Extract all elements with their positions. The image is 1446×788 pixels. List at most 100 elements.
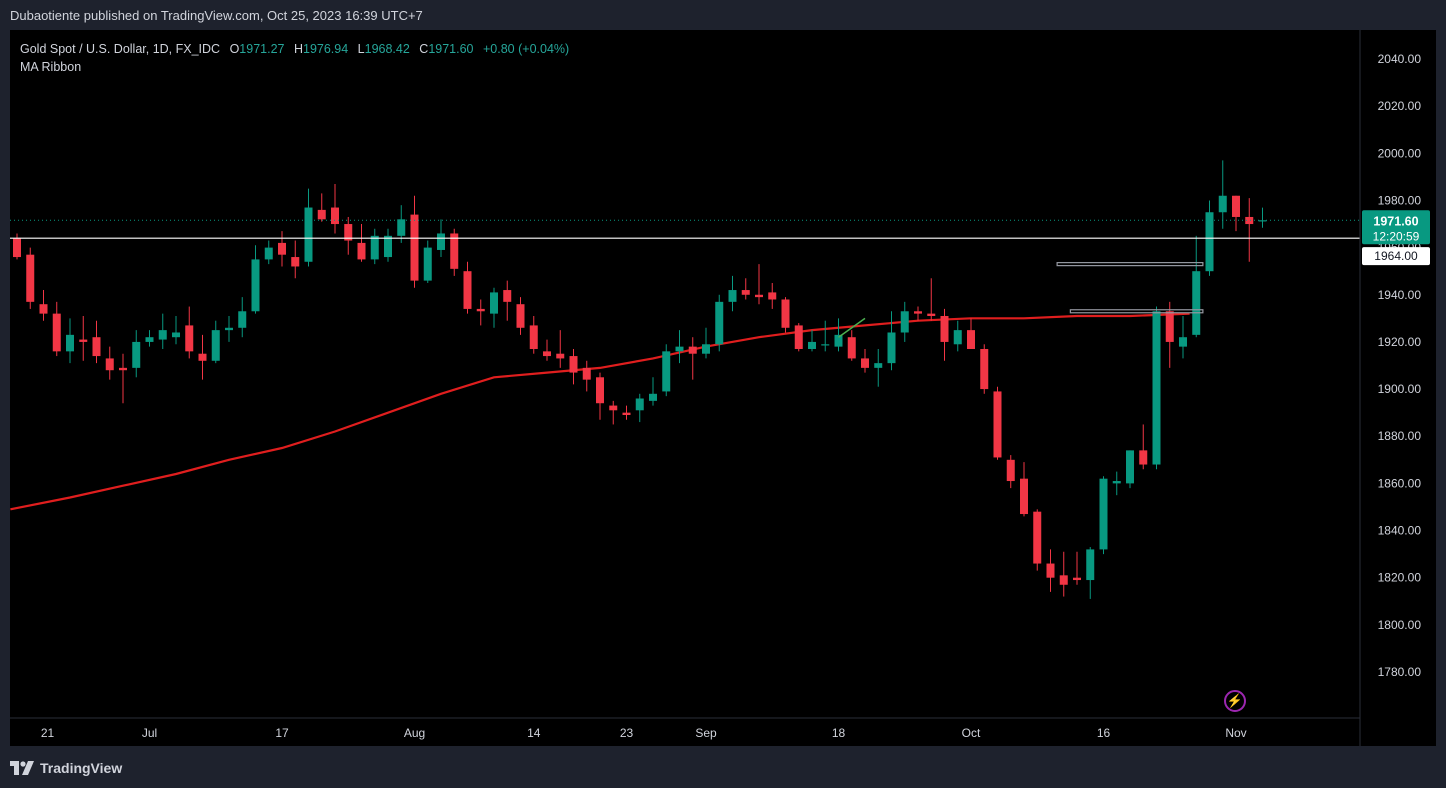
candle-body [953,330,962,345]
candle-body [622,412,631,416]
candle-body [980,348,989,390]
candle-body [1192,271,1201,335]
candle-body [172,332,180,338]
candle-body [675,346,684,352]
candle-body [238,311,247,328]
x-tick-label: 17 [275,726,289,740]
candle-body [569,356,578,373]
candle-body [344,224,353,241]
candle-body [900,311,909,333]
candle-body [132,341,141,368]
price-badge-countdown: 12:20:59 [1373,229,1420,243]
candle-body [702,344,710,354]
chart-panel[interactable]: 1780.00 1800.00 1820.00 1840.00 1860.00 1880.… [10,30,1436,746]
candle-body [1099,478,1108,550]
candle-body [1245,216,1254,225]
indicator-label[interactable]: MA Ribbon [20,60,82,74]
level-badge [1362,247,1430,266]
candle-body [1020,478,1028,515]
brand-name: TradingView [40,760,123,776]
y-tick-label: 1920.00 [1378,335,1422,349]
candle-body [728,290,737,302]
candle-body [39,304,48,314]
candle-body [490,292,498,314]
candle-body [1059,575,1068,585]
candle-body [834,334,843,347]
x-tick-label: Jul [142,726,157,740]
x-tick-label: 16 [1097,726,1111,740]
candle-body [13,238,21,258]
candle-body [1232,195,1240,217]
candle-body [1165,311,1174,342]
candle-body [662,351,671,392]
close-label: C [419,42,429,56]
candle-body [119,367,127,371]
candle-body [596,377,604,404]
publisher-caption: Dubaotiente published on TradingView.com… [10,8,423,23]
open-value: 1971.27 [239,42,285,56]
candle-body [26,254,35,302]
x-tick-label: 21 [41,726,55,740]
footer-brand[interactable]: TradingView [10,760,122,776]
candle-body [503,290,512,302]
candle-body [463,271,472,309]
candle-body [847,337,856,359]
candle-body [1046,563,1055,578]
candle-body [225,327,233,331]
candle-body [317,209,326,220]
candle-body [52,313,61,352]
zone-box [1069,309,1204,314]
candle-body [198,353,207,361]
x-tick-label: Sep [695,726,717,740]
candle-body [1073,577,1081,581]
candle-body [556,353,565,359]
y-tick-label: 1820.00 [1378,571,1422,585]
candle-body [635,398,644,411]
high-value: 1976.94 [303,42,349,56]
candle-body [384,235,392,258]
tradingview-logo-icon [10,761,34,775]
candle-body [423,247,432,281]
candle-body [741,290,750,295]
candle-body [794,325,803,349]
price-badge [1362,210,1430,245]
candle-body [688,346,697,354]
y-tick-label: 1900.00 [1378,382,1422,396]
level-badge-value: 1964.00 [1374,249,1418,263]
candle-body [437,233,445,250]
candle-body [1006,459,1015,482]
low-label: L [357,42,365,56]
candle-body [185,325,194,352]
y-tick-label: 1980.00 [1378,193,1422,207]
trend-segment [838,317,866,338]
close-value: 1971.60 [428,42,474,56]
candle-body [450,233,459,269]
x-tick-label: 14 [527,726,541,740]
candle-body [397,219,406,236]
y-tick-label: 1840.00 [1378,524,1422,538]
lightning-icon[interactable]: ⚡ [1224,690,1246,712]
candle-body [1218,195,1227,213]
candle-body [874,363,883,368]
chart-legend: Gold Spot / U.S. Dollar, 1D, FX_IDC O197… [20,40,569,76]
candle-body [1126,450,1134,484]
low-value: 1968.42 [364,42,410,56]
candle-body [145,337,154,342]
candle-body [1139,450,1148,465]
candle-body [993,391,1002,458]
y-tick-label: 1860.00 [1378,476,1422,490]
candle-body [940,315,949,342]
price-chart[interactable]: 1780.00 1800.00 1820.00 1840.00 1860.00 1880.… [10,30,1436,746]
candle-body [92,337,101,357]
candle-body [476,308,485,312]
y-tick-label: 2040.00 [1378,52,1422,66]
y-tick-label: 1780.00 [1378,665,1422,679]
candle-body [291,257,300,267]
candle-body [158,330,167,340]
change-value: +0.80 (+0.04%) [483,42,570,56]
candle-body [1086,549,1095,581]
candle-body [79,339,88,342]
candle-body [66,334,74,352]
y-tick-label: 1800.00 [1378,618,1422,632]
y-tick-label: 2000.00 [1378,146,1422,160]
